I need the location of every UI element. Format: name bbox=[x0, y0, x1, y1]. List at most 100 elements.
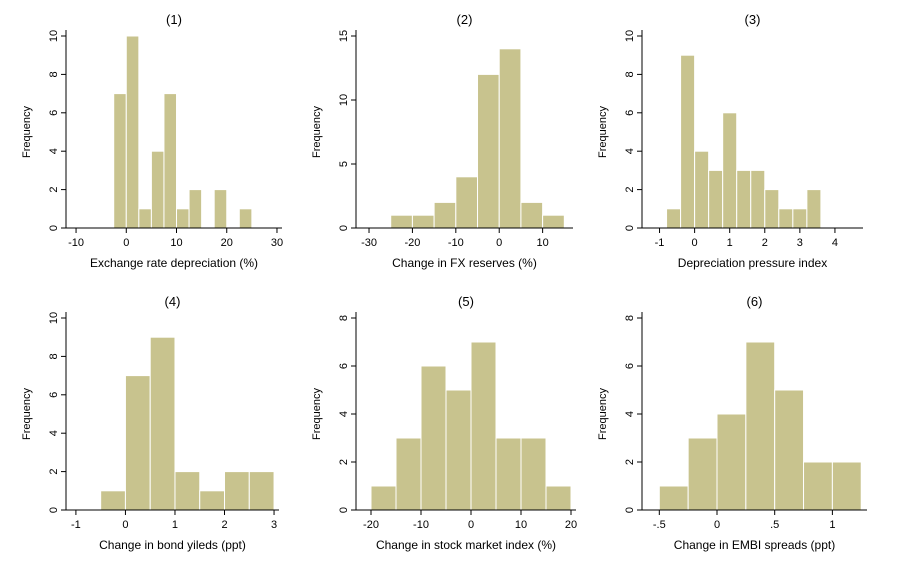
histogram-bar bbox=[125, 35, 140, 229]
histogram-panel-2: 0 5 10 15 -30 -20 -10 0 10 (2) Change in FX reserv… bbox=[311, 12, 573, 270]
histogram-bar bbox=[411, 214, 435, 229]
x-tick-label: -20 bbox=[363, 519, 379, 531]
y-tick-label: 6 bbox=[624, 363, 636, 369]
histogram-bar bbox=[199, 490, 226, 511]
y-tick-label: 4 bbox=[338, 411, 350, 417]
histogram-bar bbox=[708, 169, 724, 229]
histogram-bar bbox=[666, 208, 682, 229]
histogram-bar bbox=[774, 389, 805, 511]
x-tick-label: -10 bbox=[68, 237, 84, 249]
y-tick-label: 4 bbox=[624, 148, 636, 154]
y-tick-label: 8 bbox=[624, 71, 636, 77]
y-tick-label: 5 bbox=[338, 161, 350, 167]
x-tick-label: 3 bbox=[271, 519, 277, 531]
histogram-bar bbox=[716, 413, 747, 511]
x-tick-label: 30 bbox=[271, 237, 283, 249]
histogram-bar bbox=[520, 201, 544, 229]
histogram-bar bbox=[370, 485, 397, 511]
x-tick-label: 20 bbox=[221, 237, 233, 249]
histogram-bar bbox=[100, 490, 126, 511]
histogram-bar bbox=[150, 150, 165, 229]
histogram-bar bbox=[224, 471, 250, 511]
panel-title: (3) bbox=[745, 12, 761, 27]
histogram-bar bbox=[238, 208, 253, 229]
histogram-bar bbox=[778, 208, 794, 229]
y-tick-label: 2 bbox=[48, 187, 60, 193]
histogram-bar bbox=[455, 176, 479, 229]
x-tick-label: -1 bbox=[71, 519, 81, 531]
y-tick-label: 8 bbox=[48, 71, 60, 77]
histogram-bar bbox=[736, 169, 752, 229]
histogram-panel-6: 0 2 4 6 8 -.5 0 .5 1 (6) Change in EMBI spreads (p… bbox=[597, 294, 867, 552]
x-tick-label: 0 bbox=[468, 519, 474, 531]
panel-title: (6) bbox=[747, 294, 763, 309]
y-tick-label: 0 bbox=[48, 225, 60, 231]
x-axis-label: Change in bond yileds (ppt) bbox=[99, 538, 246, 552]
y-tick-label: 2 bbox=[624, 187, 636, 193]
x-tick-label: 1 bbox=[727, 237, 733, 249]
y-tick-label: 4 bbox=[48, 430, 60, 436]
y-tick-label: 6 bbox=[48, 110, 60, 116]
histogram-bar bbox=[803, 461, 833, 511]
histogram-bar bbox=[213, 189, 228, 229]
y-axis-label: Frequency bbox=[311, 388, 323, 440]
y-tick-label: 4 bbox=[624, 411, 636, 417]
histogram-panel-1: 0 2 4 6 8 10 -10 0 10 20 30 (1) Exchange rate deprec… bbox=[21, 12, 283, 270]
histogram-bar bbox=[542, 214, 565, 229]
histogram-bar bbox=[390, 214, 413, 229]
histogram-bar bbox=[831, 461, 862, 511]
histogram-bar bbox=[680, 54, 696, 229]
y-tick-label: 2 bbox=[48, 469, 60, 475]
histogram-bar bbox=[445, 389, 472, 511]
y-tick-label: 0 bbox=[338, 225, 350, 231]
x-tick-label: -.5 bbox=[653, 519, 666, 531]
y-tick-label: 0 bbox=[48, 507, 60, 513]
y-tick-label: 4 bbox=[48, 148, 60, 154]
x-tick-label: 1 bbox=[829, 519, 835, 531]
y-tick-label: 0 bbox=[624, 507, 636, 513]
y-tick-label: 6 bbox=[624, 110, 636, 116]
x-tick-label: 10 bbox=[536, 237, 548, 249]
y-tick-label: 6 bbox=[338, 363, 350, 369]
histogram-bar bbox=[764, 189, 780, 229]
histogram-bar bbox=[248, 471, 275, 511]
x-tick-label: 2 bbox=[221, 519, 227, 531]
histogram-bar bbox=[806, 189, 822, 229]
y-tick-label: 0 bbox=[624, 225, 636, 231]
histogram-bar bbox=[176, 208, 190, 229]
x-tick-label: 4 bbox=[832, 237, 838, 249]
histogram-bar bbox=[477, 73, 500, 229]
histogram-bar bbox=[174, 471, 201, 511]
histogram-bar bbox=[750, 169, 766, 229]
histogram-bar bbox=[745, 341, 776, 511]
panel-title: (2) bbox=[457, 12, 473, 27]
x-axis-label: Change in EMBI spreads (ppt) bbox=[674, 538, 835, 552]
x-axis-label: Change in stock market index (%) bbox=[376, 538, 556, 552]
histogram-panel-3: 0 2 4 6 8 10 -1 0 1 2 3 4 (3) Depreciation pressure i… bbox=[597, 12, 863, 270]
y-tick-label: 8 bbox=[48, 353, 60, 359]
histogram-bar bbox=[420, 365, 447, 511]
x-tick-label: 1 bbox=[172, 519, 178, 531]
histogram-bar bbox=[124, 375, 151, 511]
x-tick-label: 2 bbox=[762, 237, 768, 249]
histogram-bar bbox=[149, 336, 176, 511]
histogram-bar bbox=[113, 93, 127, 229]
histogram-bar bbox=[495, 437, 522, 511]
y-axis-label: Frequency bbox=[597, 388, 609, 440]
histogram-bar bbox=[188, 189, 203, 229]
y-tick-label: 10 bbox=[338, 94, 350, 106]
y-axis-label: Frequency bbox=[21, 106, 33, 158]
y-tick-label: 6 bbox=[48, 392, 60, 398]
histogram-bar bbox=[722, 112, 738, 229]
histogram-bar bbox=[687, 437, 718, 511]
y-axis-label: Frequency bbox=[21, 388, 33, 440]
y-axis-label: Frequency bbox=[311, 106, 323, 158]
x-tick-label: .5 bbox=[770, 519, 779, 531]
y-tick-label: 10 bbox=[624, 30, 636, 42]
histogram-bar bbox=[792, 208, 808, 229]
x-tick-label: 0 bbox=[692, 237, 698, 249]
x-tick-label: 20 bbox=[565, 519, 577, 531]
y-tick-label: 2 bbox=[624, 459, 636, 465]
panel-title: (5) bbox=[458, 294, 474, 309]
